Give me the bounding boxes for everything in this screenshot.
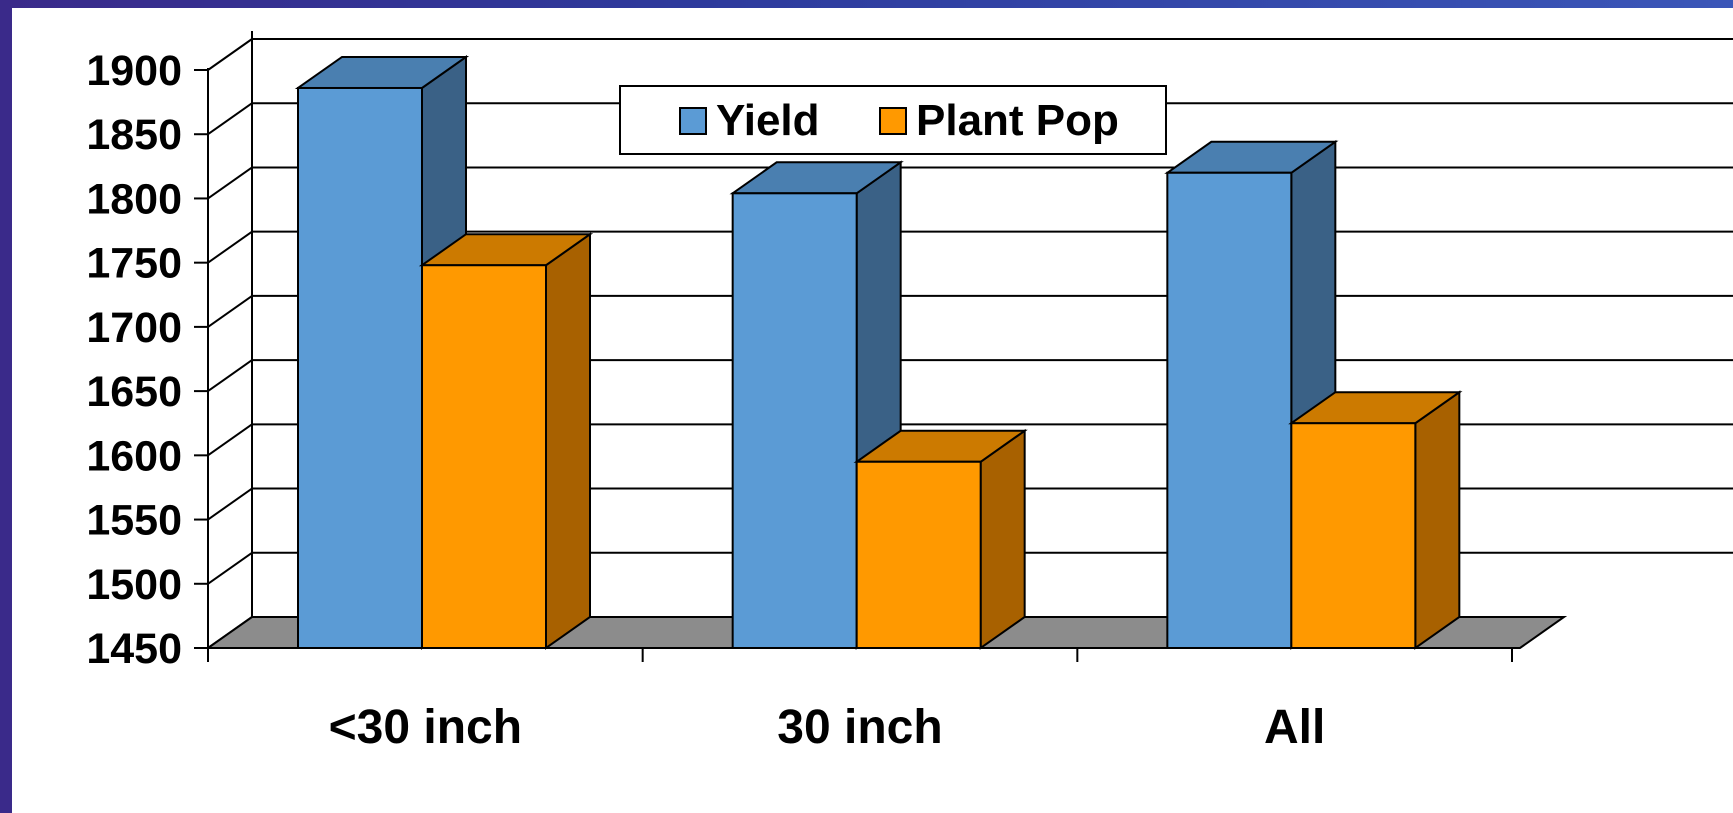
- bar-front-face: [731, 192, 858, 649]
- grid-diagonal: [207, 166, 253, 200]
- grid-diagonal: [207, 551, 253, 585]
- y-tick-label: 1500: [86, 561, 182, 609]
- bar-chart: 1450 1500 1550 1600 1650 1700 1750 1800 1850 1900…: [86, 31, 1733, 754]
- bar-plant-pop: [418, 232, 594, 650]
- y-tick-label: 1850: [86, 111, 182, 159]
- y-tick-label: 1650: [86, 368, 182, 416]
- grid-diagonal: [207, 38, 253, 71]
- bar-front-face: [1166, 171, 1293, 649]
- legend-label: Yield: [716, 96, 820, 145]
- grid-diagonal: [207, 487, 253, 521]
- legend-label: Plant Pop: [916, 96, 1119, 145]
- x-category-label: 30 inch: [777, 701, 942, 754]
- bar-side-face: [979, 428, 1026, 650]
- y-tick-label: 1900: [86, 47, 182, 95]
- legend: Yield Plant Pop: [619, 85, 1167, 155]
- bar-side-face: [1414, 390, 1461, 650]
- grid-diagonal: [207, 230, 253, 264]
- grid-diagonal: [207, 295, 253, 328]
- bar-plant-pop: [853, 428, 1028, 650]
- y-tick-label: 1550: [86, 497, 182, 545]
- legend-swatch: [879, 107, 907, 135]
- bar-front-face: [297, 86, 423, 649]
- bar-front-face: [421, 264, 547, 649]
- grid-diagonal: [207, 102, 253, 136]
- bars: [294, 55, 1463, 650]
- y-tick-label: 1700: [86, 304, 182, 352]
- x-axis-category-labels: <30 inch 30 inch All: [329, 701, 1326, 754]
- bar-front-face: [1290, 422, 1417, 649]
- x-category-label: All: [1264, 701, 1325, 754]
- chart-area: 1450 1500 1550 1600 1650 1700 1750 1800 1850 1900…: [12, 8, 1733, 813]
- bar-front-face: [855, 460, 982, 649]
- x-category-label: <30 inch: [329, 701, 522, 754]
- bar-plant-pop: [1288, 390, 1463, 650]
- y-axis-tick-labels: 1450 1500 1550 1600 1650 1700 1750 1800 1850 1900: [86, 47, 182, 673]
- y-tick-label: 1600: [86, 432, 182, 480]
- legend-swatch: [679, 107, 707, 135]
- y-tick-label: 1800: [86, 175, 182, 223]
- bar-side-face: [545, 232, 591, 650]
- grid-diagonal: [207, 423, 253, 457]
- y-tick-label: 1450: [86, 625, 182, 673]
- grid-diagonal: [207, 359, 253, 392]
- y-tick-label: 1750: [86, 240, 182, 288]
- bar-yield: [729, 160, 904, 650]
